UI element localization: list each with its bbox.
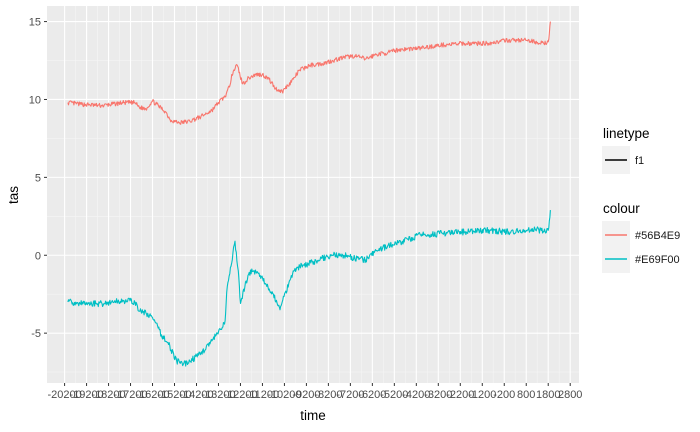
x-tick-label: 2800 (558, 389, 582, 401)
x-tick-label: -18200 (91, 389, 125, 401)
grid-minor (47, 6, 579, 383)
x-axis-title: time (300, 408, 326, 423)
x-tick-label: -20200 (47, 389, 81, 401)
x-tick-label: -13200 (201, 389, 235, 401)
x-tick-label: -17200 (113, 389, 147, 401)
x-tick-label: -8200 (314, 389, 342, 401)
y-tick-label: -5 (31, 328, 41, 340)
x-tick-label: -2200 (446, 389, 474, 401)
legend-label-colour-2: #E69F00 (635, 254, 680, 266)
x-tick-label: -4200 (402, 389, 430, 401)
x-tick-label: 800 (517, 389, 535, 401)
x-tick-label: -9200 (292, 389, 320, 401)
x-tick-label: -7200 (336, 389, 364, 401)
y-axis: -5 0 5 10 15 (29, 17, 47, 340)
x-tick-label: -15200 (157, 389, 191, 401)
x-tick-label: -11200 (246, 389, 279, 401)
x-tick-label: -10200 (267, 389, 301, 401)
x-tick-label: -1200 (468, 389, 496, 401)
x-tick-label: 1800 (536, 389, 560, 401)
y-tick-label: 5 (35, 172, 41, 184)
y-tick-label: 10 (29, 94, 41, 106)
x-tick-label: -14200 (179, 389, 213, 401)
legend-label-f1: f1 (635, 155, 644, 167)
plot-panel (47, 6, 579, 383)
legend: linetype f1 colour #56B4E9 #E69F00 (602, 126, 680, 273)
x-tick-label: -5200 (380, 389, 408, 401)
grid-major (47, 6, 579, 383)
x-tick-label: -19200 (69, 389, 103, 401)
y-axis-title: tas (6, 186, 21, 204)
x-tick-label: -12200 (223, 389, 257, 401)
x-tick-label: -200 (493, 389, 515, 401)
legend-title-linetype: linetype (603, 126, 650, 141)
x-tick-label: -3200 (424, 389, 452, 401)
series-layer (67, 21, 551, 367)
x-tick-label: -16200 (135, 389, 169, 401)
y-tick-label: 15 (29, 17, 41, 29)
legend-label-colour-1: #56B4E9 (635, 230, 680, 242)
legend-title-colour: colour (603, 201, 640, 216)
x-tick-label: -6200 (358, 389, 386, 401)
series-line-2 (67, 210, 551, 367)
y-tick-label: 0 (35, 250, 41, 262)
x-axis: -20200-19200-18200-17200-16200-15200-142… (47, 383, 582, 401)
series-line-1 (67, 21, 551, 125)
